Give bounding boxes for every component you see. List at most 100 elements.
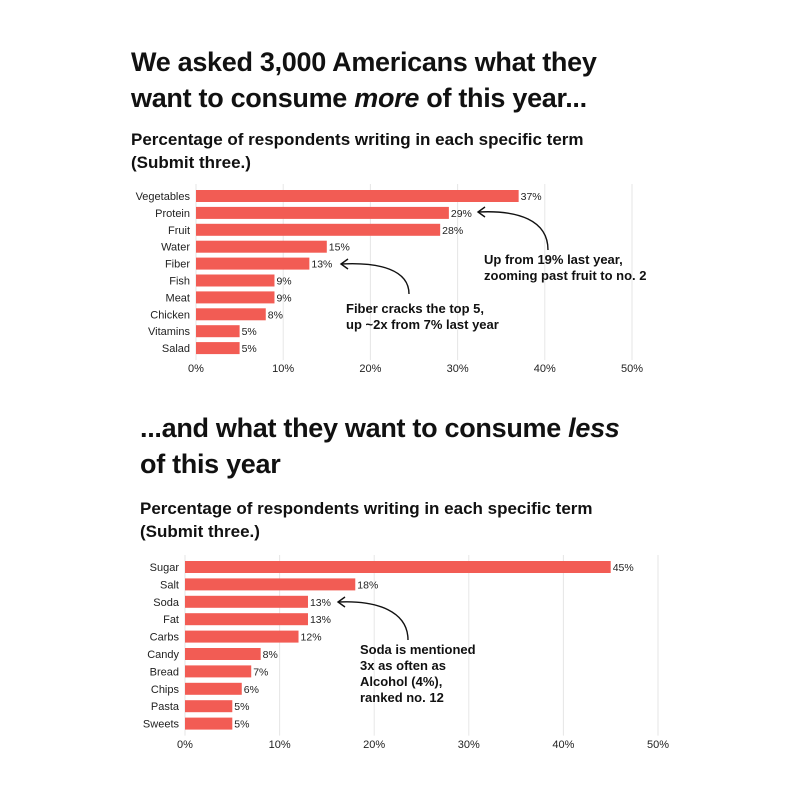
top-category-label: Chicken <box>150 309 190 321</box>
bottom-category-label: Sugar <box>150 562 180 574</box>
soda-annotation-line4: ranked no. 12 <box>360 690 444 705</box>
top-chart-title: We asked 3,000 Americans what they want … <box>131 44 597 116</box>
bottom-chart-subtitle: Percentage of respondents writing in eac… <box>140 497 593 543</box>
bottom-title-line1-em: less <box>568 413 620 443</box>
bottom-x-tick-label: 10% <box>269 739 291 751</box>
bottom-category-label: Pasta <box>151 701 180 713</box>
top-category-label: Meat <box>166 292 190 304</box>
bottom-bar <box>185 682 242 695</box>
bottom-value-label: 7% <box>253 666 268 678</box>
top-value-label: 8% <box>268 309 283 321</box>
top-subtitle-line1: Percentage of respondents writing in eac… <box>131 130 584 149</box>
top-value-label: 28% <box>442 225 463 237</box>
top-category-label: Protein <box>155 208 190 220</box>
bottom-x-tick-label: 20% <box>363 739 385 751</box>
top-category-label: Vitamins <box>148 326 190 338</box>
bottom-value-label: 8% <box>263 649 278 661</box>
top-title-line2-post: of this year... <box>419 83 587 113</box>
bottom-subtitle-line2: (Submit three.) <box>140 522 260 541</box>
top-category-label: Fiber <box>165 259 190 271</box>
bottom-value-label: 13% <box>310 614 331 626</box>
bottom-x-tick-label: 0% <box>177 739 193 751</box>
top-category-label: Fish <box>169 276 190 288</box>
bottom-value-label: 5% <box>234 701 249 713</box>
top-category-label: Vegetables <box>136 191 191 203</box>
bottom-value-label: 45% <box>613 562 634 574</box>
bottom-category-label: Sweets <box>143 719 180 731</box>
fiber-annotation-arrow <box>340 263 410 295</box>
top-bar-chart: Vegetables 37% Protein 29% Fruit 28% Water 15% F… <box>136 184 647 375</box>
bottom-bar <box>185 613 308 626</box>
top-chart-subtitle: Percentage of respondents writing in eac… <box>131 128 584 174</box>
bottom-bar <box>185 561 611 573</box>
bottom-bar <box>185 648 261 660</box>
top-category-label: Salad <box>162 343 190 355</box>
bottom-bar <box>185 717 233 730</box>
bottom-category-label: Bread <box>150 666 179 678</box>
top-value-label: 37% <box>521 191 542 203</box>
protein-annotation-arrow <box>477 211 549 251</box>
bottom-x-tick-label: 30% <box>458 739 480 751</box>
top-subtitle-line2: (Submit three.) <box>131 153 251 172</box>
bottom-value-label: 12% <box>301 632 322 644</box>
top-x-tick-label: 20% <box>359 363 381 375</box>
bottom-bar <box>185 700 233 713</box>
top-bar <box>196 257 310 270</box>
top-bar <box>196 223 441 236</box>
top-x-tick-label: 10% <box>272 363 294 375</box>
protein-annotation-line2: zooming past fruit to no. 2 <box>484 268 647 283</box>
top-value-label: 15% <box>329 242 350 254</box>
top-bar <box>196 190 519 202</box>
top-x-tick-label: 50% <box>621 363 643 375</box>
top-value-label: 29% <box>451 208 472 220</box>
fiber-annotation-line2: up ~2x from 7% last year <box>346 317 499 332</box>
top-bar <box>196 291 275 304</box>
top-title-line2-em: more <box>354 83 420 113</box>
bottom-value-label: 18% <box>357 579 378 591</box>
top-category-label: Water <box>161 242 190 254</box>
protein-annotation-line1: Up from 19% last year, <box>484 252 623 267</box>
bottom-bar <box>185 665 252 678</box>
bottom-category-label: Salt <box>160 579 179 591</box>
top-value-label: 5% <box>242 343 257 355</box>
top-value-label: 5% <box>242 326 257 338</box>
top-x-tick-label: 40% <box>534 363 556 375</box>
bottom-title-line2: of this year <box>140 449 281 479</box>
protein-annotation-arrowhead <box>476 206 486 218</box>
bottom-category-label: Soda <box>153 597 180 609</box>
soda-annotation-arrowhead <box>336 596 346 608</box>
bottom-bar-chart: Sugar 45% Salt 18% Soda 13% Fat 13% Carbs 12% Cand… <box>143 555 669 751</box>
top-title-line1: We asked 3,000 Americans what they <box>131 47 597 77</box>
top-value-label: 13% <box>311 259 332 271</box>
bottom-value-label: 13% <box>310 597 331 609</box>
top-title-line2-pre: want to consume <box>131 83 355 113</box>
top-bar <box>196 325 240 338</box>
bottom-category-label: Candy <box>147 649 179 661</box>
bottom-bar <box>185 630 299 643</box>
top-value-label: 9% <box>276 276 291 288</box>
bottom-category-label: Chips <box>151 684 180 696</box>
soda-annotation-line1: Soda is mentioned <box>360 642 476 657</box>
top-bar <box>196 240 327 253</box>
bottom-x-tick-label: 50% <box>647 739 669 751</box>
top-bar <box>196 274 275 287</box>
bottom-x-tick-label: 40% <box>552 739 574 751</box>
fiber-annotation-arrowhead <box>339 258 349 270</box>
bottom-bar <box>185 595 308 608</box>
bottom-bar <box>185 578 356 591</box>
soda-annotation-arrow <box>337 601 409 641</box>
fiber-annotation-line1: Fiber cracks the top 5, <box>346 301 484 316</box>
bottom-value-label: 5% <box>234 719 249 731</box>
top-value-label: 9% <box>276 292 291 304</box>
soda-annotation-line2: 3x as often as <box>360 658 446 673</box>
bottom-title-line1-pre: ...and what they want to consume <box>140 413 569 443</box>
top-x-tick-label: 30% <box>447 363 469 375</box>
top-bar <box>196 342 240 355</box>
bottom-subtitle-line1: Percentage of respondents writing in eac… <box>140 499 593 518</box>
top-bar <box>196 206 449 219</box>
top-x-tick-label: 0% <box>188 363 204 375</box>
top-category-label: Fruit <box>168 225 190 237</box>
bottom-chart-title: ...and what they want to consume less of… <box>140 410 620 482</box>
soda-annotation-line3: Alcohol (4%), <box>360 674 442 689</box>
bottom-category-label: Carbs <box>150 632 180 644</box>
